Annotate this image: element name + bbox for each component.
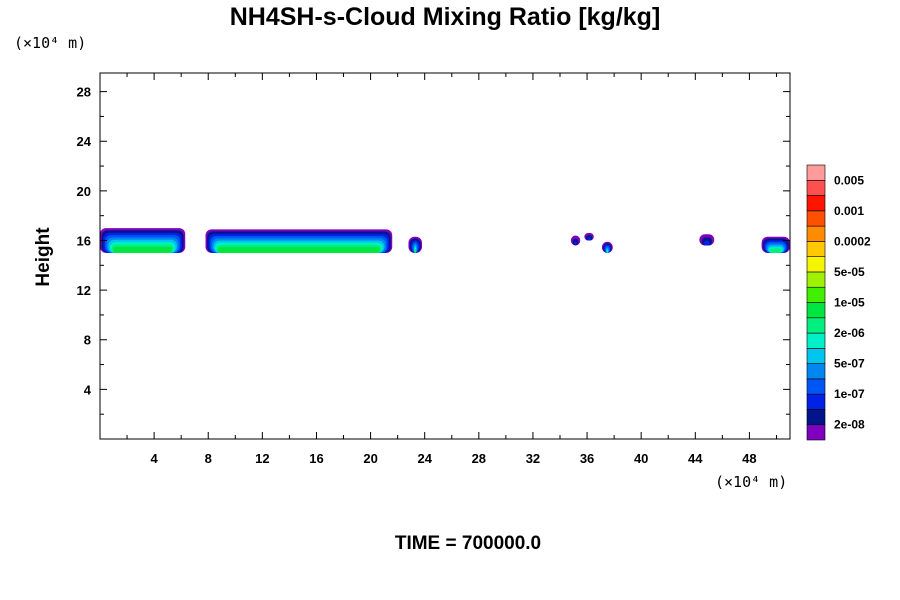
colorbar-label: 2e-08 bbox=[834, 418, 865, 432]
colorbar-label: 2e-06 bbox=[834, 326, 865, 340]
colorbar-swatch bbox=[806, 409, 826, 426]
colorbar-swatch bbox=[806, 286, 826, 303]
colorbar-label: 1e-07 bbox=[834, 387, 865, 401]
y-tick-label: 20 bbox=[77, 184, 91, 199]
colorbar-swatch bbox=[806, 225, 826, 242]
contour-level-8 bbox=[414, 248, 417, 253]
contour-level-3 bbox=[703, 240, 710, 246]
cloud-region-5 bbox=[584, 233, 594, 241]
contour-level-9 bbox=[218, 247, 380, 253]
cloud-region-3 bbox=[408, 236, 422, 253]
y-tick-label: 8 bbox=[84, 333, 91, 348]
colorbar-label: 0.005 bbox=[834, 173, 864, 187]
cloud-region-6 bbox=[601, 241, 613, 253]
x-axis-unit-label: (×10⁴ m) bbox=[715, 473, 787, 491]
y-tick-label: 12 bbox=[77, 283, 91, 298]
colorbar-label: 0.001 bbox=[834, 204, 864, 218]
colorbar-swatch bbox=[806, 179, 826, 196]
x-tick-label: 12 bbox=[255, 451, 269, 466]
colorbar-swatch bbox=[806, 256, 826, 273]
x-tick-label: 20 bbox=[363, 451, 377, 466]
contour-level-9 bbox=[113, 246, 173, 253]
x-tick-label: 24 bbox=[417, 451, 432, 466]
colorbar-swatch bbox=[806, 317, 826, 334]
y-tick-label: 4 bbox=[84, 382, 92, 397]
chart-title: NH4SH-s-Cloud Mixing Ratio [kg/kg] bbox=[230, 3, 661, 31]
x-tick-label: 4 bbox=[151, 451, 159, 466]
colorbar-swatch bbox=[806, 241, 826, 257]
colorbar-swatch bbox=[806, 378, 826, 395]
x-tick-label: 28 bbox=[472, 451, 486, 466]
time-label: TIME = 700000.0 bbox=[395, 533, 541, 554]
cloud-region-8 bbox=[761, 236, 790, 253]
colorbar-swatch bbox=[806, 195, 826, 212]
colorbar-swatch bbox=[806, 271, 826, 288]
plot-area bbox=[100, 228, 790, 253]
x-tick-label: 36 bbox=[580, 451, 594, 466]
y-tick-label: 16 bbox=[77, 233, 91, 248]
cloud-region-2 bbox=[205, 229, 393, 253]
contour-level-3 bbox=[587, 237, 591, 241]
colorbar-swatch bbox=[806, 164, 826, 181]
y-axis-unit-label: (×10⁴ m) bbox=[14, 34, 86, 52]
colorbar-label: 0.0002 bbox=[834, 234, 871, 248]
contour-level-8 bbox=[770, 248, 782, 253]
colorbar-swatch bbox=[806, 363, 826, 380]
y-tick-label: 28 bbox=[77, 85, 91, 100]
colorbar-swatch bbox=[806, 210, 826, 227]
colorbar: 2e-08 1e-07 5e-07 2e-06 1e-05 5e-05 0.0002 0.00… bbox=[806, 164, 871, 441]
x-tick-label: 32 bbox=[526, 451, 540, 466]
x-tick-label: 16 bbox=[309, 451, 323, 466]
colorbar-swatch bbox=[806, 348, 826, 364]
colorbar-label: 1e-05 bbox=[834, 296, 865, 310]
cloud-region-7 bbox=[699, 234, 715, 246]
colorbar-swatch bbox=[806, 332, 826, 349]
y-tick-label: 24 bbox=[77, 134, 92, 149]
x-tick-label: 44 bbox=[688, 451, 703, 466]
colorbar-swatch bbox=[806, 393, 826, 410]
x-tick-label: 8 bbox=[205, 451, 212, 466]
cloud-region-4 bbox=[570, 235, 581, 246]
contour-level-7 bbox=[606, 249, 609, 253]
colorbar-swatch bbox=[806, 424, 826, 441]
colorbar-label: 5e-05 bbox=[834, 265, 865, 279]
cloud-region-1 bbox=[100, 228, 186, 253]
colorbar-swatch bbox=[806, 302, 826, 319]
x-tick-label: 40 bbox=[634, 451, 648, 466]
x-tick-label: 48 bbox=[742, 451, 756, 466]
contour-level-3 bbox=[574, 241, 577, 246]
colorbar-label: 5e-07 bbox=[834, 357, 865, 371]
plot-frame bbox=[99, 72, 791, 440]
y-axis-label: Height bbox=[33, 227, 54, 287]
